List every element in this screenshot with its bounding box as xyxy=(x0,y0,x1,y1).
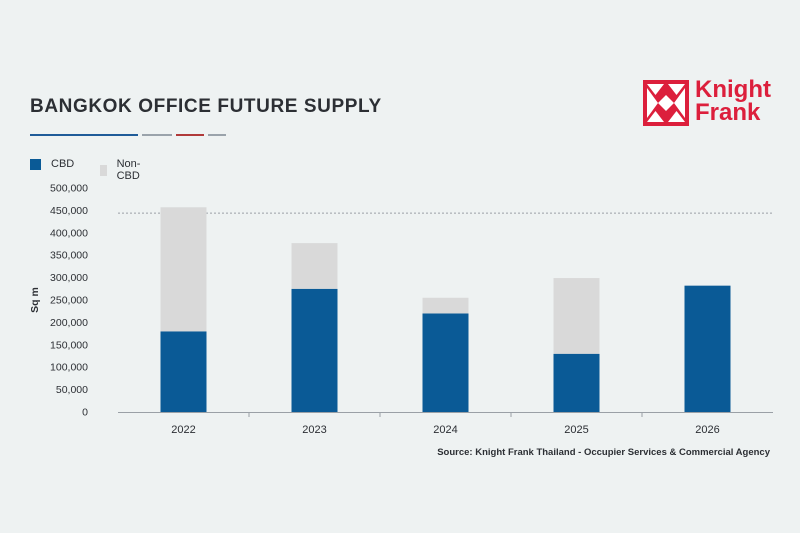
y-axis-title: Sq m xyxy=(29,287,41,313)
y-tick-label: 0 xyxy=(82,407,88,419)
bar-cbd xyxy=(291,288,338,412)
logo-text-line: Knight xyxy=(695,76,771,103)
legend-label: Non-CBD xyxy=(116,158,141,182)
bar-non-cbd xyxy=(291,243,338,289)
legend-swatch xyxy=(30,158,41,170)
bar-non-cbd xyxy=(160,207,207,332)
legend-swatch xyxy=(100,164,107,176)
legend-item-non-cbd: Non-CBD xyxy=(100,158,145,182)
bar-non-cbd xyxy=(553,278,600,354)
title-underline xyxy=(30,134,226,136)
logo-wordmark: Knight Frank xyxy=(695,76,771,126)
title-underline-segment xyxy=(142,134,172,136)
y-tick-label: 500,000 xyxy=(50,183,88,195)
y-tick-label: 150,000 xyxy=(50,339,88,351)
y-tick-label: 450,000 xyxy=(50,205,88,217)
x-tick-label: 2025 xyxy=(564,424,588,436)
knight-frank-logo: Knight Frank xyxy=(643,76,773,131)
legend-item-cbd: CBD xyxy=(30,158,74,170)
bar-cbd xyxy=(684,285,731,412)
logo-text-line: Frank xyxy=(695,99,761,126)
legend-label: CBD xyxy=(51,158,75,170)
y-tick-label: 50,000 xyxy=(56,384,88,396)
y-tick-label: 400,000 xyxy=(50,227,88,239)
knight-frank-mark-icon xyxy=(643,80,689,126)
x-tick-label: 2026 xyxy=(695,424,719,436)
chart-title: BANGKOK OFFICE FUTURE SUPPLY xyxy=(30,96,382,117)
bar-non-cbd xyxy=(422,297,469,314)
title-underline-segment xyxy=(30,134,138,136)
y-tick-label: 250,000 xyxy=(50,295,88,307)
title-underline-segment xyxy=(176,134,204,136)
y-tick-label: 100,000 xyxy=(50,362,88,374)
y-tick-label: 350,000 xyxy=(50,250,88,262)
source-note: Source: Knight Frank Thailand - Occupier… xyxy=(437,447,770,458)
bar-cbd xyxy=(553,353,600,412)
y-tick-label: 300,000 xyxy=(50,272,88,284)
y-tick-label: 200,000 xyxy=(50,317,88,329)
bar-cbd xyxy=(422,313,469,412)
x-tick-label: 2022 xyxy=(171,424,195,436)
bar-cbd xyxy=(160,331,207,412)
title-underline-segment xyxy=(208,134,226,136)
x-tick-label: 2024 xyxy=(433,424,457,436)
x-tick-label: 2023 xyxy=(302,424,326,436)
